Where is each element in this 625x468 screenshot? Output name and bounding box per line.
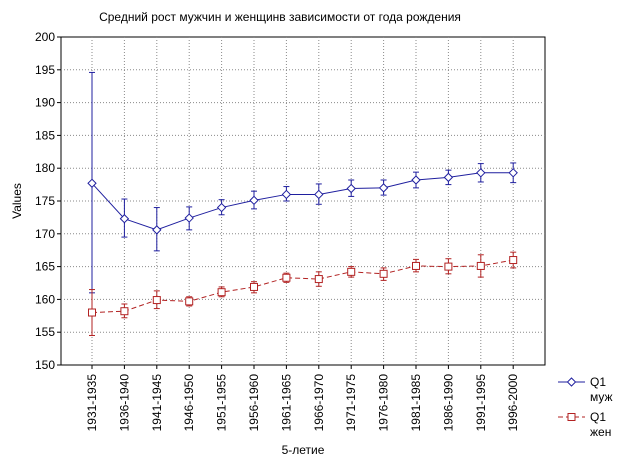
y-tick-label: 155 — [35, 325, 55, 339]
x-tick-label: 1946-1950 — [182, 374, 196, 432]
data-point — [88, 308, 96, 317]
data-point — [412, 261, 420, 270]
series-female — [88, 251, 518, 336]
chart-title: Средний рост мужчин и женщинв зависимост… — [99, 10, 461, 24]
series-male — [87, 71, 518, 294]
y-tick-label: 160 — [35, 292, 55, 306]
y-tick-label: 170 — [35, 227, 55, 241]
x-axis-label: 5-летие — [282, 443, 325, 457]
x-tick-label: 1981-1985 — [409, 374, 423, 432]
data-point — [378, 183, 389, 193]
x-tick-label: 1951-1955 — [215, 374, 229, 432]
x-tick-label: 1941-1945 — [150, 374, 164, 432]
legend-label-line1: Q1 — [590, 410, 606, 424]
legend-label-line2: жен — [590, 425, 611, 439]
legend-marker — [566, 377, 577, 387]
x-axis-ticks: 1931-1935 1936-1940 1941-1945 1946-1950 1951… — [85, 365, 520, 431]
data-point — [281, 189, 292, 200]
data-point — [152, 225, 162, 235]
y-tick-label: 150 — [35, 358, 55, 372]
legend-label-line1: Q1 — [590, 375, 606, 389]
x-tick-label: 1931-1935 — [85, 374, 99, 432]
y-axis-ticks: 150 155 160 165 170 175 180 185 190 195 200 — [35, 30, 61, 372]
y-tick-label: 180 — [35, 161, 55, 175]
data-point — [443, 172, 454, 183]
legend-label-line2: муж — [590, 390, 613, 404]
data-point — [250, 282, 258, 291]
y-tick-label: 200 — [35, 30, 55, 44]
y-tick-label: 195 — [35, 63, 55, 77]
data-point — [216, 202, 227, 213]
x-tick-label: 1996-2000 — [506, 374, 520, 432]
x-tick-label: 1986-1990 — [441, 374, 455, 432]
data-point — [476, 261, 485, 270]
data-point — [509, 256, 518, 265]
x-tick-label: 1961-1965 — [279, 374, 293, 432]
series-line — [91, 172, 514, 231]
x-tick-label: 1966-1970 — [312, 374, 326, 432]
series-layer — [87, 71, 518, 336]
data-point — [185, 297, 194, 306]
x-tick-label: 1976-1980 — [377, 374, 391, 432]
data-point — [379, 269, 388, 278]
y-axis-label: Values — [10, 183, 24, 219]
data-point — [476, 168, 486, 178]
legend-marker — [567, 413, 576, 421]
y-tick-label: 185 — [35, 128, 55, 142]
data-point — [119, 214, 130, 224]
y-tick-label: 190 — [35, 96, 55, 110]
data-point — [508, 168, 518, 178]
data-point — [120, 307, 129, 316]
x-tick-label: 1956-1960 — [247, 374, 261, 432]
data-point — [346, 183, 356, 194]
y-tick-label: 175 — [35, 194, 55, 208]
data-point — [217, 288, 226, 297]
data-point — [282, 273, 291, 282]
data-point — [87, 178, 97, 188]
y-tick-label: 165 — [35, 260, 55, 274]
x-tick-label: 1971-1975 — [344, 374, 358, 432]
data-point — [411, 175, 421, 185]
data-point — [314, 189, 324, 200]
x-tick-label: 1936-1940 — [117, 374, 131, 432]
data-point — [152, 296, 161, 305]
data-point — [347, 267, 356, 276]
data-point — [444, 262, 453, 271]
x-tick-label: 1991-1995 — [474, 374, 488, 432]
data-point — [314, 275, 323, 284]
data-point — [184, 213, 194, 223]
plot-area — [60, 36, 546, 366]
series-line — [91, 259, 514, 314]
data-point — [249, 195, 259, 206]
